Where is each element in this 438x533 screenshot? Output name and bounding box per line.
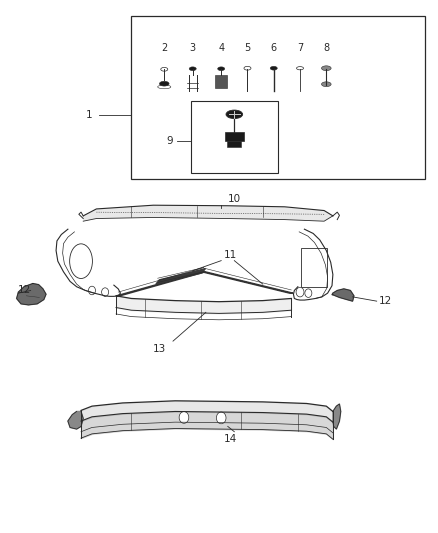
Bar: [227, 141, 241, 147]
Polygon shape: [332, 289, 354, 301]
Polygon shape: [202, 272, 293, 293]
Ellipse shape: [321, 66, 331, 70]
Ellipse shape: [189, 67, 196, 70]
Circle shape: [88, 286, 95, 295]
Text: 12: 12: [18, 286, 31, 295]
Text: 1: 1: [85, 110, 92, 119]
Text: 10: 10: [228, 193, 241, 204]
Circle shape: [296, 287, 304, 297]
Ellipse shape: [226, 110, 243, 118]
Polygon shape: [333, 404, 341, 429]
Text: 2: 2: [161, 43, 167, 53]
Polygon shape: [156, 269, 205, 284]
Polygon shape: [117, 272, 205, 296]
Ellipse shape: [159, 82, 169, 86]
Text: 5: 5: [244, 43, 251, 53]
Circle shape: [216, 412, 226, 424]
Text: 7: 7: [297, 43, 303, 53]
Bar: [301, 248, 327, 287]
Text: 4: 4: [218, 43, 224, 53]
Polygon shape: [17, 284, 46, 305]
Text: 14: 14: [223, 434, 237, 445]
Text: 9: 9: [166, 136, 173, 146]
Bar: [225, 132, 244, 141]
Bar: [215, 75, 227, 88]
Text: 3: 3: [190, 43, 196, 53]
Text: 11: 11: [223, 249, 237, 260]
Ellipse shape: [321, 82, 331, 86]
Polygon shape: [83, 205, 333, 221]
Ellipse shape: [218, 67, 225, 70]
Ellipse shape: [70, 244, 92, 279]
Bar: [191, 101, 278, 173]
Polygon shape: [68, 411, 83, 429]
Text: 6: 6: [271, 43, 277, 53]
Circle shape: [102, 288, 109, 296]
Circle shape: [305, 289, 312, 297]
Text: 8: 8: [323, 43, 329, 53]
Bar: [131, 16, 425, 179]
Text: 12: 12: [379, 296, 392, 306]
Circle shape: [179, 411, 189, 423]
Text: 13: 13: [153, 344, 166, 354]
Ellipse shape: [270, 66, 277, 70]
